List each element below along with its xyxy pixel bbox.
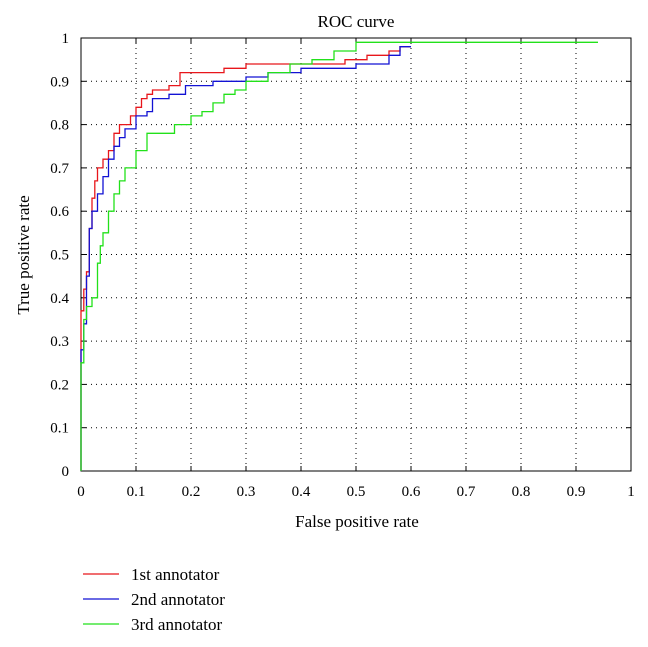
y-tick-label: 0.6	[50, 204, 69, 220]
series-lines	[80, 41, 598, 471]
y-tick-label: 0.1	[50, 421, 69, 437]
legend-label-2: 2nd annotator	[131, 590, 225, 609]
grid-lines	[81, 38, 631, 471]
y-tick-label: 0.8	[50, 118, 69, 134]
y-tick-labels: 0 0.1 0.2 0.3 0.4 0.5 0.6 0.7 0.8 0.9 1	[50, 31, 69, 480]
legend-label-3: 3rd annotator	[131, 615, 222, 634]
x-tick-label: 0.5	[347, 484, 366, 500]
legend: 1st annotator 2nd annotator 3rd annotator	[83, 565, 225, 634]
x-tick-label: 0.9	[567, 484, 586, 500]
y-tick-label: 0.2	[50, 377, 69, 393]
x-tick-label: 0.8	[512, 484, 531, 500]
x-tick-label: 0.6	[402, 484, 421, 500]
x-tick-label: 0.4	[292, 484, 311, 500]
x-axis-label: False positive rate	[295, 512, 419, 531]
x-tick-label: 0.2	[182, 484, 201, 500]
legend-label-1: 1st annotator	[131, 565, 220, 584]
x-tick-label: 0.7	[457, 484, 476, 500]
series-line-2	[80, 46, 411, 471]
y-tick-label: 0.9	[50, 74, 69, 90]
y-axis-label: True positive rate	[14, 195, 33, 314]
y-tick-label: 1	[62, 31, 70, 47]
x-tick-labels: 0 0.1 0.2 0.3 0.4 0.5 0.6 0.7 0.8 0.9 1	[77, 484, 635, 500]
y-tick-label: 0.5	[50, 248, 69, 264]
series-line-3	[80, 41, 598, 471]
x-tick-label: 0.1	[127, 484, 146, 500]
x-tick-label: 1	[627, 484, 635, 500]
y-tick-label: 0.3	[50, 334, 69, 350]
y-tick-label: 0.4	[50, 291, 69, 307]
x-tick-label: 0	[77, 484, 85, 500]
y-tick-label: 0	[62, 464, 70, 480]
chart-title: ROC curve	[318, 12, 395, 31]
y-tick-label: 0.7	[50, 161, 69, 177]
x-tick-label: 0.3	[237, 484, 256, 500]
